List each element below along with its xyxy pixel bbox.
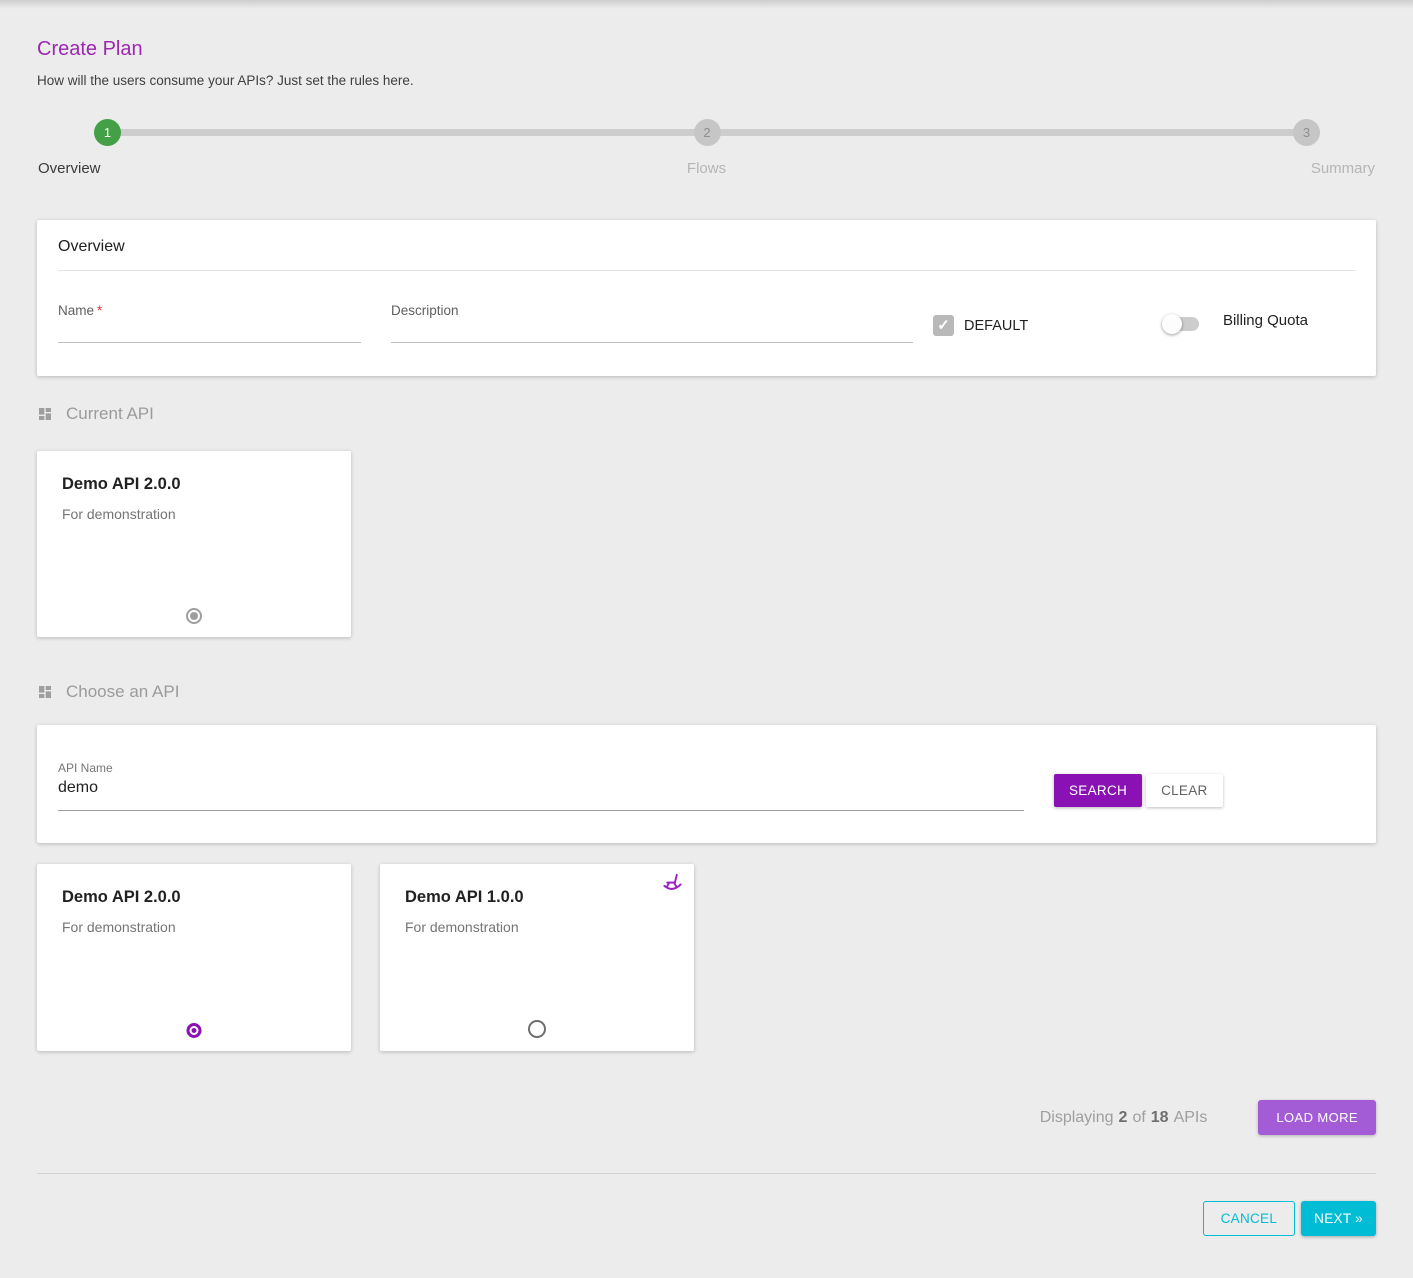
api-card-title: Demo API 2.0.0	[62, 888, 181, 906]
overview-card-title: Overview	[58, 238, 1355, 271]
description-input[interactable]	[391, 322, 913, 343]
api-card-title: Demo API 2.0.0	[62, 475, 181, 493]
clear-button[interactable]: CLEAR	[1146, 774, 1223, 807]
radio-selected	[186, 1023, 202, 1038]
api-search-card: API Name SEARCH CLEAR	[37, 725, 1376, 843]
search-button[interactable]: SEARCH	[1054, 774, 1143, 807]
name-field: Name *	[58, 303, 361, 343]
default-checkbox-group: ✓ DEFAULT	[933, 315, 1028, 336]
next-button[interactable]: NEXT »	[1301, 1201, 1376, 1236]
api-card-description: For demonstration	[62, 506, 176, 522]
name-field-label: Name *	[58, 303, 361, 318]
api-select-radio[interactable]	[528, 1020, 546, 1038]
description-field: Description	[391, 303, 913, 343]
current-api-card[interactable]: Demo API 2.0.0 For demonstration	[37, 451, 351, 637]
dashboard-icon	[39, 686, 51, 698]
api-result-card-demo-2[interactable]: Demo API 2.0.0 For demonstration	[37, 864, 351, 1051]
description-field-label: Description	[391, 303, 459, 318]
name-input[interactable]	[58, 322, 361, 343]
load-more-button[interactable]: LOAD MORE	[1258, 1100, 1376, 1135]
name-field-label-text: Name	[58, 303, 95, 318]
pagination-of: of	[1132, 1108, 1146, 1126]
step-1-circle[interactable]: 1	[94, 119, 121, 146]
page-subtitle: How will the users consume your APIs? Ju…	[37, 73, 414, 88]
step-2-circle[interactable]: 2	[693, 119, 721, 146]
check-icon: ✓	[937, 317, 950, 334]
api-name-field: API Name	[58, 761, 1024, 811]
required-asterisk: *	[97, 303, 103, 318]
step-2-label[interactable]: Flows	[686, 160, 727, 177]
footer-actions: CANCEL NEXT »	[37, 1201, 1376, 1236]
pagination-row: Displaying 2 of 18 APIs LOAD MORE	[37, 1100, 1376, 1135]
pagination-suffix: APIs	[1173, 1108, 1208, 1126]
api-result-card-demo-1[interactable]: Demo API 1.0.0 For demonstration	[380, 864, 694, 1051]
choose-api-section-header: Choose an API	[37, 682, 1376, 702]
billing-quota-group: Billing Quota	[1161, 312, 1308, 334]
api-card-description: For demonstration	[62, 919, 176, 935]
pagination-count: 2	[1118, 1108, 1128, 1126]
footer-divider	[37, 1173, 1376, 1174]
dashboard-icon	[39, 408, 51, 420]
search-buttons: SEARCH CLEAR	[1054, 774, 1223, 807]
step-1-label[interactable]: Overview	[38, 160, 101, 177]
current-api-radio[interactable]	[186, 608, 202, 624]
current-api-section-title: Current API	[66, 404, 154, 423]
wizard-stepper: 1 2 3 Overview Flows Summary	[37, 119, 1376, 182]
default-checkbox-label: DEFAULT	[964, 317, 1029, 334]
cancel-button[interactable]: CANCEL	[1202, 1201, 1296, 1236]
toggle-knob	[1161, 313, 1182, 334]
api-results: Demo API 2.0.0 For demonstration Demo AP…	[37, 864, 1376, 1051]
default-checkbox[interactable]: ✓	[933, 315, 954, 336]
billing-quota-toggle[interactable]	[1161, 313, 1199, 334]
step-3-circle[interactable]: 3	[1293, 119, 1320, 146]
radio-unselected	[528, 1020, 546, 1038]
pagination-total: 18	[1150, 1108, 1169, 1126]
choose-api-section-title: Choose an API	[66, 682, 180, 701]
radio-selected-disabled	[186, 608, 202, 624]
page-title: Create Plan	[37, 38, 143, 60]
pagination-displaying: Displaying	[1039, 1108, 1114, 1126]
overview-card: Overview Name * Description ✓ DEFAULT Bil…	[37, 220, 1376, 376]
api-select-radio[interactable]	[186, 1023, 202, 1038]
current-api-section-header: Current API	[37, 404, 1376, 424]
pagination-text: Displaying 2 of 18 APIs	[1040, 1109, 1213, 1127]
api-name-input[interactable]	[58, 779, 1024, 811]
api-card-description: For demonstration	[405, 919, 519, 935]
billing-quota-label: Billing Quota	[1222, 312, 1308, 329]
api-card-title: Demo API 1.0.0	[405, 888, 524, 906]
step-3-label[interactable]: Summary	[1310, 160, 1375, 177]
api-name-label: API Name	[58, 761, 113, 775]
rocking-chair-icon	[661, 872, 684, 900]
